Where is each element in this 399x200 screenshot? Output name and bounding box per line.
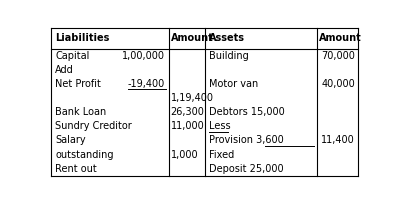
Text: Building: Building [209,51,249,61]
Text: Bank Loan: Bank Loan [55,107,107,117]
Text: 40,000: 40,000 [321,79,355,89]
Text: Less: Less [209,121,231,131]
Text: 11,000: 11,000 [170,121,204,131]
Text: Amount: Amount [170,33,213,43]
Text: Amount: Amount [319,33,361,43]
Text: 26,300: 26,300 [170,107,204,117]
Text: Assets: Assets [209,33,245,43]
Text: Liabilities: Liabilities [55,33,109,43]
Text: Debtors 15,000: Debtors 15,000 [209,107,284,117]
Text: 1,000: 1,000 [170,150,198,160]
Text: -19,400: -19,400 [128,79,165,89]
Text: Capital: Capital [55,51,89,61]
Text: Provision 3,600: Provision 3,600 [209,135,284,145]
Text: Add: Add [55,65,74,75]
Text: Fixed: Fixed [209,150,234,160]
Text: Sundry Creditor: Sundry Creditor [55,121,132,131]
Text: Rent out: Rent out [55,164,97,174]
Text: 11,400: 11,400 [321,135,355,145]
Text: outstanding: outstanding [55,150,114,160]
Text: Net Profit: Net Profit [55,79,101,89]
Text: 1,00,000: 1,00,000 [122,51,165,61]
Text: 1,19,400: 1,19,400 [170,93,213,103]
Text: Salary: Salary [55,135,86,145]
Text: Deposit 25,000: Deposit 25,000 [209,164,283,174]
Text: Motor van: Motor van [209,79,258,89]
Text: 70,000: 70,000 [321,51,355,61]
